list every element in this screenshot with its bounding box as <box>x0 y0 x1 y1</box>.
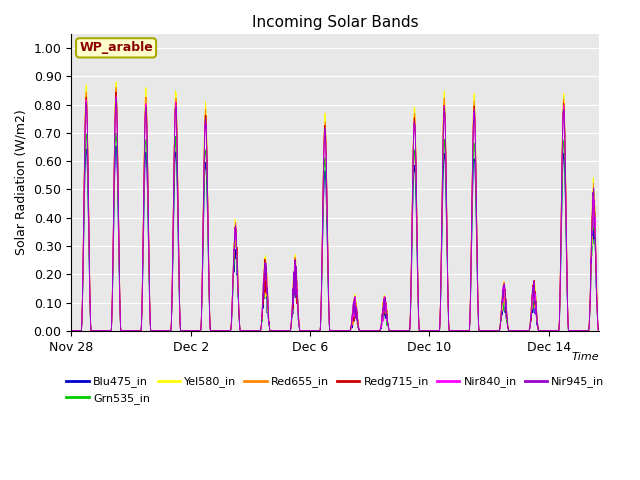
Text: WP_arable: WP_arable <box>79 41 153 54</box>
Title: Incoming Solar Bands: Incoming Solar Bands <box>252 15 419 30</box>
Legend: Blu475_in, Grn535_in, Yel580_in, Red655_in, Redg715_in, Nir840_in, Nir945_in: Blu475_in, Grn535_in, Yel580_in, Red655_… <box>62 372 609 408</box>
Text: Time: Time <box>572 352 600 361</box>
Y-axis label: Solar Radiation (W/m2): Solar Radiation (W/m2) <box>15 109 28 255</box>
